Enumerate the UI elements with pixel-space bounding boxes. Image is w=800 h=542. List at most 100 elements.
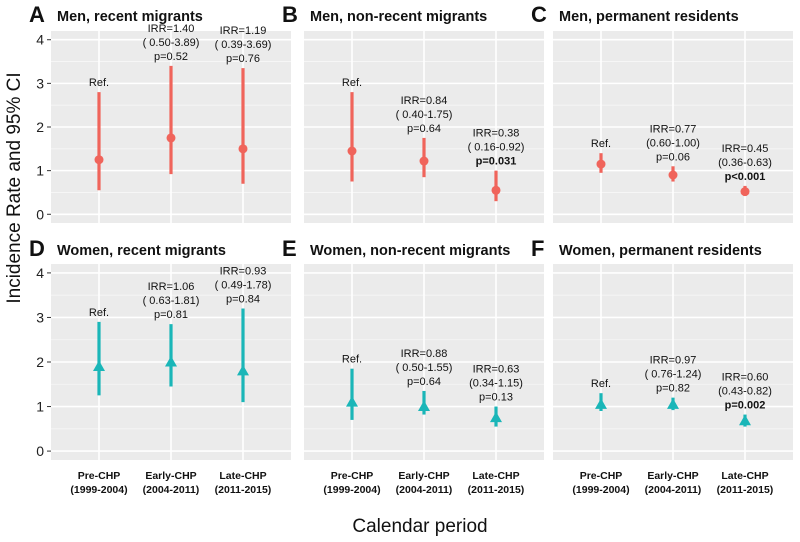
y-tick-label: 0 (36, 443, 44, 459)
point-estimate-circle (166, 133, 176, 143)
panel-letter: C (531, 2, 547, 27)
panel-f: F Women, permanent residents Ref. IRR=0.97 (… (531, 236, 793, 496)
data-point-group: IRR=0.60 (0.43-0.82) p=0.002 (718, 372, 772, 427)
point-estimate-triangle (490, 411, 502, 423)
y-tick-label: 4 (36, 32, 44, 48)
data-point-group: IRR=1.06 ( 0.63-1.81) p=0.81 (143, 281, 200, 387)
ci-annotation-line: ( 0.63-1.81) (143, 295, 200, 307)
x-tick-label: Pre-CHP (331, 470, 374, 482)
y-tick-label: 1 (36, 399, 44, 415)
point-estimate-circle (347, 146, 357, 156)
x-tick-sublabel: (2011-2015) (215, 484, 272, 496)
panel-e: E Women, non-recent migrants Ref. IRR=0.88 (… (282, 236, 544, 496)
y-tick-label: 4 (36, 265, 44, 281)
ci-annotation-line: ( 0.39-3.69) (215, 39, 272, 51)
irr-label: Ref. (89, 77, 109, 89)
irr-label: IRR=0.88 (401, 348, 448, 360)
irr-label: Ref. (342, 77, 362, 89)
x-tick-label: Early-CHP (647, 470, 698, 482)
ci-annotation-line: p=0.031 (476, 156, 517, 168)
data-point-group: Ref. (89, 307, 109, 396)
panel-letter: F (531, 236, 544, 261)
ci-annotation-line: p=0.82 (656, 383, 690, 395)
data-point-group: IRR=0.84 ( 0.40-1.75) p=0.64 (396, 95, 452, 178)
point-estimate-circle (419, 156, 429, 166)
irr-label: Ref. (591, 138, 611, 150)
panel-a: 0 1 2 3 4 A Men, recent migrants Ref. IRR=1.40 ( … (29, 2, 291, 223)
point-estimate-circle (238, 144, 248, 154)
panel-title: Women, recent migrants (57, 243, 226, 259)
ci-annotation-line: p=0.06 (656, 151, 690, 163)
panel-title: Men, non-recent migrants (310, 9, 487, 25)
x-tick-label: Early-CHP (145, 470, 196, 482)
data-point-group: IRR=0.93 ( 0.49-1.78) p=0.84 (215, 266, 271, 403)
y-tick-label: 3 (36, 75, 44, 91)
point-estimate-circle (94, 155, 104, 165)
panel-d: 0 1 2 3 4 D Women, recent migrants Ref. IRR=1.06… (29, 236, 291, 496)
irr-label: IRR=0.77 (650, 123, 697, 135)
ci-annotation-line: p=0.81 (154, 309, 188, 321)
ci-annotation-line: p=0.84 (226, 294, 260, 306)
data-point-group: Ref. (89, 77, 109, 191)
panel-title: Men, recent migrants (57, 9, 203, 25)
x-tick-sublabel: (2004-2011) (645, 484, 702, 496)
ci-annotation-line: ( 0.76-1.24) (645, 369, 702, 381)
point-estimate-triangle (237, 364, 249, 376)
data-point-group: IRR=0.63 (0.34-1.15) p=0.13 (469, 364, 523, 427)
panel-title: Women, non-recent migrants (310, 243, 510, 259)
y-tick-label: 2 (36, 119, 44, 135)
ci-annotation-line: (0.60-1.00) (646, 137, 700, 149)
x-tick-sublabel: (2011-2015) (468, 484, 525, 496)
irr-label: Ref. (342, 354, 362, 366)
data-point-group: IRR=0.38 ( 0.16-0.92) p=0.031 (468, 128, 524, 202)
irr-label: IRR=0.60 (722, 372, 769, 384)
ci-annotation-line: p=0.13 (479, 392, 513, 404)
panel-letter: D (29, 236, 45, 261)
ci-annotation-line: p=0.64 (407, 123, 441, 135)
data-point-group: IRR=1.40 ( 0.50-3.89) p=0.52 (143, 23, 200, 175)
data-point-group: IRR=1.19 ( 0.39-3.69) p=0.76 (215, 25, 272, 184)
x-tick-sublabel: (2011-2015) (717, 484, 774, 496)
point-estimate-triangle (595, 398, 607, 409)
x-tick-sublabel: (1999-2004) (70, 484, 127, 496)
irr-label: IRR=1.19 (220, 25, 267, 37)
point-estimate-triangle (739, 414, 751, 426)
panel-b: B Men, non-recent migrants Ref. IRR=0.84 ( 0… (282, 2, 544, 223)
x-tick-label: Early-CHP (398, 470, 449, 482)
ci-annotation-line: (0.43-0.82) (718, 386, 772, 398)
ci-annotation-line: p=0.52 (154, 51, 188, 63)
point-estimate-circle (740, 187, 750, 197)
point-estimate-triangle (418, 400, 430, 412)
point-estimate-triangle (165, 356, 177, 367)
x-tick-label: Late-CHP (219, 470, 266, 482)
irr-label: IRR=1.06 (148, 281, 195, 293)
y-tick-label: 2 (36, 354, 44, 370)
ci-annotation-line: ( 0.50-3.89) (143, 37, 200, 49)
data-point-group: IRR=0.45 (0.36-0.63) p<0.001 (718, 143, 772, 197)
data-point-group: Ref. (591, 378, 611, 411)
y-tick-label: 0 (36, 206, 44, 222)
data-point-group: Ref. (342, 354, 362, 420)
x-tick-label: Pre-CHP (580, 470, 623, 482)
x-tick-label: Pre-CHP (78, 470, 121, 482)
panel-letter: A (29, 2, 45, 27)
ci-annotation-line: ( 0.50-1.55) (396, 362, 453, 374)
y-axis-title: Incidence Rate and 95% CI (4, 72, 25, 303)
panel-grid: 0 1 2 3 4 A Men, recent migrants Ref. IRR=1.40 ( … (29, 2, 793, 496)
point-estimate-triangle (346, 396, 358, 407)
point-estimate-triangle (93, 360, 105, 371)
irr-label: IRR=0.45 (722, 143, 769, 155)
ci-annotation-line: p=0.76 (226, 53, 260, 65)
point-estimate-circle (668, 170, 678, 180)
point-estimate-triangle (667, 398, 679, 409)
data-point-group: IRR=0.97 ( 0.76-1.24) p=0.82 (645, 355, 702, 411)
x-tick-sublabel: (1999-2004) (572, 484, 629, 496)
ci-annotation-line: p=0.64 (407, 376, 441, 388)
irr-label: IRR=0.84 (401, 95, 448, 107)
x-axis-title: Calendar period (352, 516, 487, 537)
ci-annotation-line: (0.36-0.63) (718, 157, 772, 169)
y-tick-label: 3 (36, 309, 44, 325)
panel-c: C Men, permanent residents Ref. IRR=0.77 (0.… (531, 2, 793, 223)
data-point-group: Ref. (342, 77, 362, 182)
